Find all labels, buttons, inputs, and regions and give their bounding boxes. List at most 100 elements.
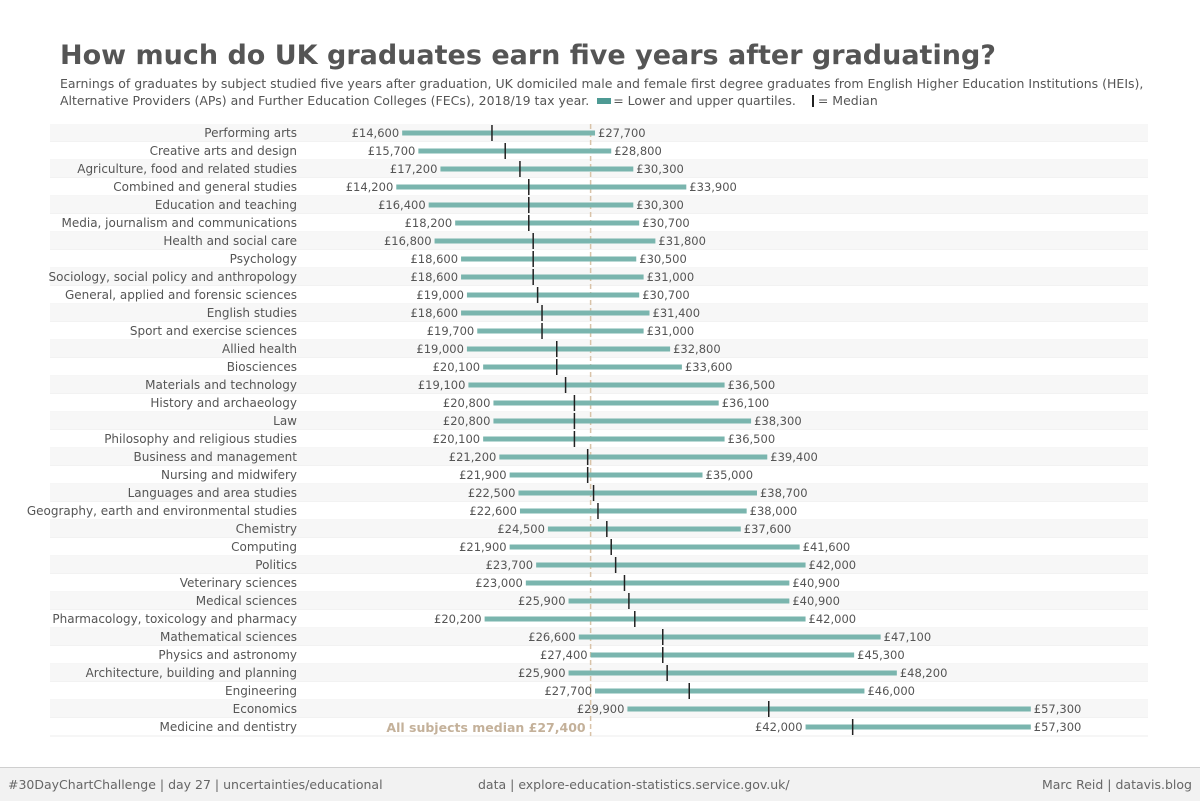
subject-label: Law	[273, 414, 297, 428]
upper-quartile-label: £30,300	[636, 162, 684, 176]
quartile-swatch-icon	[597, 97, 612, 104]
upper-quartile-label: £31,000	[647, 324, 695, 338]
subject-label: Physics and astronomy	[158, 648, 297, 662]
lower-quartile-label: £27,700	[544, 684, 592, 698]
upper-quartile-label: £40,900	[792, 594, 840, 608]
lower-quartile-label: £20,100	[433, 432, 481, 446]
lower-quartile-label: £29,900	[577, 702, 625, 716]
subject-label: Nursing and midwifery	[161, 468, 297, 482]
footer-credit: Marc Reid | datavis.blog	[1041, 777, 1192, 792]
quartile-bar	[396, 184, 687, 190]
upper-quartile-label: £38,700	[760, 486, 808, 500]
upper-quartile-label: £32,800	[673, 342, 721, 356]
subject-label: History and archaeology	[150, 396, 297, 410]
lower-quartile-label: £17,200	[390, 162, 438, 176]
subject-label: Agriculture, food and related studies	[77, 162, 297, 176]
lower-quartile-label: £14,600	[352, 126, 400, 140]
lower-quartile-label: £19,700	[427, 324, 475, 338]
upper-quartile-label: £48,200	[900, 666, 948, 680]
subject-label: Chemistry	[236, 522, 297, 536]
upper-quartile-label: £42,000	[809, 612, 857, 626]
chart-subtitle: Earnings of graduates by subject studied…	[60, 75, 1160, 109]
subject-label: Pharmacology, toxicology and pharmacy	[52, 612, 297, 626]
chart-title: How much do UK graduates earn five years…	[60, 40, 996, 71]
upper-quartile-label: £33,600	[685, 360, 733, 374]
quartile-bar	[568, 670, 897, 676]
upper-quartile-label: £35,000	[706, 468, 754, 482]
upper-quartile-label: £38,300	[754, 414, 802, 428]
lower-quartile-label: £26,600	[528, 630, 576, 644]
lower-quartile-label: £21,200	[449, 450, 497, 464]
lower-quartile-label: £23,700	[486, 558, 534, 572]
quartile-bar	[493, 400, 719, 406]
quartile-bar	[428, 202, 634, 208]
lower-quartile-label: £19,100	[418, 378, 466, 392]
upper-quartile-label: £42,000	[809, 558, 857, 572]
upper-quartile-label: £39,400	[770, 450, 818, 464]
footer: #30DayChartChallenge | day 27 | uncertai…	[0, 767, 1200, 801]
lower-quartile-label: £19,000	[416, 288, 464, 302]
upper-quartile-label: £57,300	[1034, 702, 1082, 716]
lower-quartile-label: £19,000	[416, 342, 464, 356]
lower-quartile-label: £25,900	[518, 594, 566, 608]
lower-quartile-label: £23,000	[475, 576, 523, 590]
upper-quartile-label: £36,100	[722, 396, 770, 410]
upper-quartile-label: £40,900	[792, 576, 840, 590]
upper-quartile-label: £41,600	[803, 540, 851, 554]
upper-quartile-label: £30,300	[636, 198, 684, 212]
legend-quartiles-label: = Lower and upper quartiles.	[613, 93, 796, 108]
quartile-bar	[499, 454, 768, 460]
quartile-bar	[440, 166, 634, 172]
subject-label: Philosophy and religious studies	[104, 432, 297, 446]
quartile-bar	[547, 526, 741, 532]
lower-quartile-label: £24,500	[497, 522, 545, 536]
quartile-bar	[519, 508, 747, 514]
subject-label: Engineering	[225, 684, 297, 698]
upper-quartile-label: £45,300	[857, 648, 905, 662]
subject-label: Languages and area studies	[128, 486, 297, 500]
upper-quartile-label: £46,000	[867, 684, 915, 698]
subject-label: Veterinary sciences	[180, 576, 297, 590]
subject-label: English studies	[207, 306, 297, 320]
subject-label: Education and teaching	[155, 198, 297, 212]
quartile-bar	[484, 616, 806, 622]
lower-quartile-label: £22,500	[468, 486, 516, 500]
quartile-bar	[455, 220, 640, 226]
subject-label: Creative arts and design	[150, 144, 297, 158]
footer-source: data | explore-education-statistics.serv…	[478, 777, 790, 792]
upper-quartile-label: £30,500	[639, 252, 687, 266]
quartile-bar	[627, 706, 1031, 712]
quartile-bar	[466, 346, 671, 352]
upper-quartile-label: £31,000	[647, 270, 695, 284]
quartile-bar	[493, 418, 752, 424]
median-tick-icon	[811, 94, 814, 107]
quartile-bar	[509, 544, 800, 550]
quartile-bar	[468, 382, 725, 388]
quartile-bar	[595, 688, 865, 694]
reference-label: All subjects median £27,400	[386, 720, 585, 735]
quartile-bar	[805, 724, 1031, 730]
quartile-bar	[434, 238, 656, 244]
subject-label: Geography, earth and environmental studi…	[27, 504, 297, 518]
upper-quartile-label: £57,300	[1034, 720, 1082, 734]
quartile-bar	[590, 652, 855, 658]
lower-quartile-label: £18,600	[410, 252, 458, 266]
subject-label: Sport and exercise sciences	[130, 324, 297, 338]
subject-label: Economics	[233, 702, 297, 716]
upper-quartile-label: £28,800	[614, 144, 662, 158]
quartile-bar	[466, 292, 640, 298]
lower-quartile-label: £14,200	[346, 180, 394, 194]
upper-quartile-label: £31,800	[658, 234, 706, 248]
subject-label: Computing	[231, 540, 297, 554]
lower-quartile-label: £22,600	[469, 504, 517, 518]
quartile-bar	[483, 364, 682, 370]
subject-label: Medical sciences	[196, 594, 297, 608]
lower-quartile-label: £20,200	[434, 612, 482, 626]
row-stripe	[50, 718, 1148, 736]
quartile-bar	[509, 472, 703, 478]
lower-quartile-label: £21,900	[459, 468, 507, 482]
quartile-bar	[418, 148, 612, 154]
subject-label: Performing arts	[204, 126, 297, 140]
subject-label: Medicine and dentistry	[160, 720, 297, 734]
quartile-bar	[461, 274, 644, 280]
